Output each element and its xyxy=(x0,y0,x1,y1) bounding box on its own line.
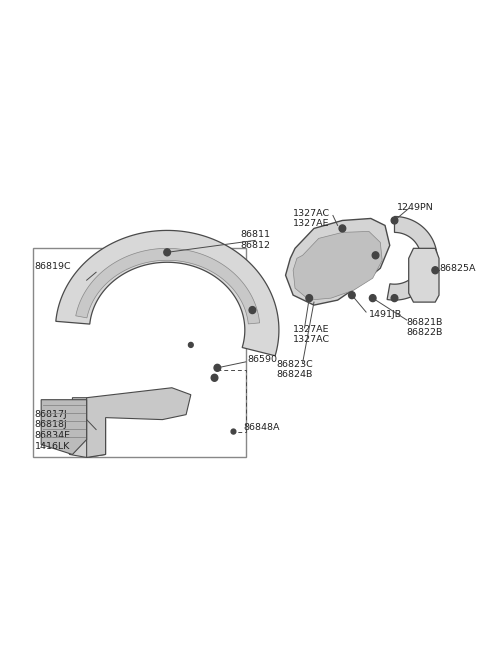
Text: 1491JB: 1491JB xyxy=(369,310,402,319)
Text: 86823C
86824B: 86823C 86824B xyxy=(276,360,313,379)
Text: 86817J
86818J
86834E
1416LK: 86817J 86818J 86834E 1416LK xyxy=(35,409,71,451)
Polygon shape xyxy=(76,248,260,324)
Polygon shape xyxy=(41,400,86,455)
Polygon shape xyxy=(387,216,437,300)
Circle shape xyxy=(306,295,312,301)
Circle shape xyxy=(348,291,355,299)
Circle shape xyxy=(214,364,221,371)
Polygon shape xyxy=(56,231,279,356)
Circle shape xyxy=(391,295,398,301)
Text: 86848A: 86848A xyxy=(243,423,279,432)
Circle shape xyxy=(249,307,256,314)
Circle shape xyxy=(189,343,193,347)
Text: 86811
86812: 86811 86812 xyxy=(240,231,270,250)
Text: 86825A: 86825A xyxy=(439,264,476,272)
Circle shape xyxy=(372,252,379,259)
Bar xyxy=(33,248,246,457)
Circle shape xyxy=(370,295,376,301)
Circle shape xyxy=(211,374,218,381)
Circle shape xyxy=(339,225,346,232)
Polygon shape xyxy=(86,388,191,457)
Polygon shape xyxy=(293,231,382,300)
Circle shape xyxy=(391,217,398,224)
Text: 1327AC
1327AE: 1327AC 1327AE xyxy=(293,208,330,228)
Text: 1327AE
1327AC: 1327AE 1327AC xyxy=(293,325,330,345)
Polygon shape xyxy=(408,248,439,302)
Circle shape xyxy=(231,429,236,434)
Polygon shape xyxy=(286,219,390,305)
Text: 86590: 86590 xyxy=(248,356,277,364)
Text: 1249PN: 1249PN xyxy=(397,202,434,212)
Circle shape xyxy=(164,249,170,256)
Text: 86821B
86822B: 86821B 86822B xyxy=(407,318,443,337)
Circle shape xyxy=(432,267,439,274)
Text: 86819C: 86819C xyxy=(35,262,71,271)
Polygon shape xyxy=(63,398,106,457)
